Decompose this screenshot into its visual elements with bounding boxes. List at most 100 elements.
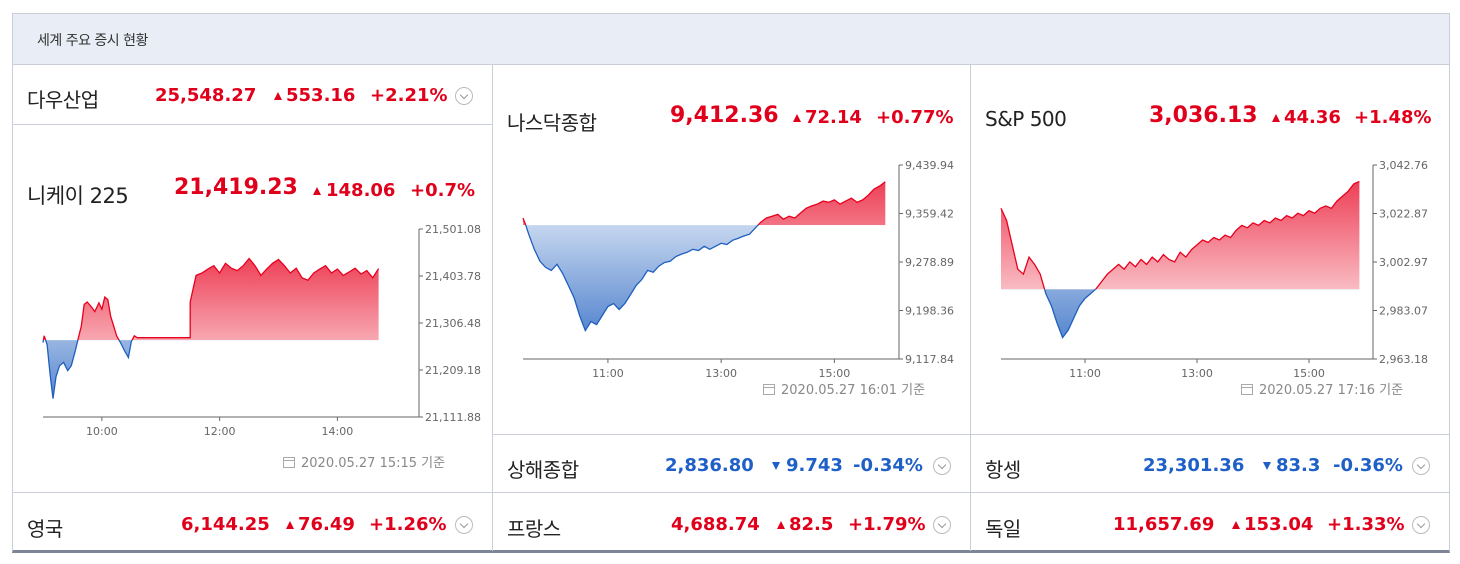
y-tick-label: 21,501.08 xyxy=(425,223,481,236)
x-tick-label: 12:00 xyxy=(204,425,236,438)
price-line-down xyxy=(525,225,759,333)
index-change: 72.14 xyxy=(805,107,862,128)
area-above-baseline xyxy=(43,258,379,341)
y-tick-label: 9,439.94 xyxy=(905,159,954,172)
x-tick-label: 15:00 xyxy=(819,367,851,380)
widget-title: 세계 주요 증시 현황 xyxy=(37,33,148,49)
index-change: 76.49 xyxy=(298,514,355,535)
up-arrow-icon xyxy=(313,187,321,195)
x-tick-label: 11:00 xyxy=(1069,367,1101,380)
x-tick-label: 11:00 xyxy=(592,367,624,380)
index-row-dow[interactable]: 다우산업 25,548.27 553.16 +2.21% xyxy=(13,65,492,125)
index-name: 독일 xyxy=(985,517,1021,541)
y-tick-label: 21,111.88 xyxy=(425,411,481,424)
up-arrow-icon xyxy=(1232,521,1240,529)
index-percent: +0.77% xyxy=(876,107,954,128)
y-tick-label: 9,278.89 xyxy=(905,256,954,269)
index-price: 11,657.69 xyxy=(1113,514,1215,535)
index-change: 82.5 xyxy=(789,514,834,535)
index-card-nikkei[interactable]: 니케이 225 21,419.23 148.06 +0.7% 21,501.08… xyxy=(13,125,492,491)
index-change: 9.743 xyxy=(786,455,843,476)
up-arrow-icon xyxy=(793,114,801,122)
index-card-sp500[interactable]: S&P 500 3,036.13 44.36 +1.48% 3,042.76 3,… xyxy=(971,65,1449,434)
up-arrow-icon xyxy=(286,521,294,529)
intraday-chart-nikkei: 21,501.08 21,403.78 21,306.48 21,209.18 21,1… xyxy=(42,223,481,438)
index-name: 상해종합 xyxy=(507,458,579,482)
x-tick-label: 13:00 xyxy=(1181,367,1213,380)
chevron-down-icon[interactable] xyxy=(933,457,951,475)
timestamp-suffix: 기준 xyxy=(421,456,446,471)
index-change: 153.04 xyxy=(1244,514,1314,535)
down-arrow-icon xyxy=(772,462,780,470)
intraday-chart-nasdaq: 9,439.94 9,359.42 9,278.89 9,198.36 9,117.84… xyxy=(522,159,954,380)
column-divider xyxy=(492,65,493,551)
chevron-down-icon[interactable] xyxy=(455,516,473,534)
index-change: 44.36 xyxy=(1284,107,1341,128)
index-row-shanghai[interactable]: 상해종합 2,836.80 9.743 -0.34% xyxy=(493,434,970,492)
index-percent: +0.7% xyxy=(410,180,476,201)
index-percent: +1.79% xyxy=(848,514,926,535)
index-name: 니케이 225 xyxy=(27,184,129,208)
chevron-down-icon[interactable] xyxy=(933,516,951,534)
index-percent: -0.34% xyxy=(853,455,923,476)
index-percent: +1.48% xyxy=(1354,107,1432,128)
chevron-down-icon[interactable] xyxy=(1412,457,1430,475)
index-price: 9,412.36 xyxy=(670,103,779,128)
chart-timestamp: 2020.05.27 15:15 기준 xyxy=(283,452,445,471)
index-change: 148.06 xyxy=(326,180,396,201)
y-tick-label: 2,963.18 xyxy=(1379,353,1428,366)
index-price: 23,301.36 xyxy=(1143,455,1245,476)
index-price: 4,688.74 xyxy=(671,514,760,535)
index-name: 나스닥종합 xyxy=(507,111,597,135)
index-change: 83.3 xyxy=(1276,455,1321,476)
timestamp-value: 2020.05.27 16:01 xyxy=(781,383,898,398)
y-tick-label: 21,306.48 xyxy=(425,317,481,330)
index-percent: +1.33% xyxy=(1327,514,1405,535)
calendar-icon xyxy=(763,384,775,395)
intraday-chart-sp500: 3,042.76 3,022.87 3,002.97 2,983.07 2,963.18… xyxy=(1000,159,1428,380)
index-percent: -0.36% xyxy=(1333,455,1403,476)
area-above-baseline xyxy=(1001,181,1360,290)
x-tick-label: 10:00 xyxy=(86,425,118,438)
y-tick-label: 3,022.87 xyxy=(1379,208,1428,221)
index-change: 553.16 xyxy=(286,85,356,106)
timestamp-suffix: 기준 xyxy=(901,383,926,398)
up-arrow-icon xyxy=(274,92,282,100)
index-price: 2,836.80 xyxy=(665,455,754,476)
up-arrow-icon xyxy=(777,521,785,529)
index-row-hangseng[interactable]: 항셍 23,301.36 83.3 -0.36% xyxy=(971,434,1449,492)
y-tick-label: 9,117.84 xyxy=(905,353,954,366)
index-name: 영국 xyxy=(27,517,63,541)
chevron-down-icon[interactable] xyxy=(455,87,473,105)
index-name: 프랑스 xyxy=(507,517,561,541)
index-row-germany[interactable]: 독일 11,657.69 153.04 +1.33% xyxy=(971,492,1449,551)
price-line-up xyxy=(42,257,380,341)
x-tick-label: 13:00 xyxy=(705,367,737,380)
index-card-nasdaq[interactable]: 나스닥종합 9,412.36 72.14 +0.77% 9,439.94 9,35… xyxy=(493,65,970,434)
index-name: 다우산업 xyxy=(27,88,99,112)
chart-timestamp: 2020.05.27 17:16 기준 xyxy=(1241,379,1403,398)
index-price: 3,036.13 xyxy=(1149,103,1258,128)
chevron-down-icon[interactable] xyxy=(1412,516,1430,534)
index-percent: +2.21% xyxy=(370,85,448,106)
y-tick-label: 21,403.78 xyxy=(425,270,481,283)
chart-timestamp: 2020.05.27 16:01 기준 xyxy=(763,379,925,398)
index-price: 21,419.23 xyxy=(174,175,298,200)
y-tick-label: 3,042.76 xyxy=(1379,159,1428,172)
calendar-icon xyxy=(1241,384,1253,395)
index-price: 25,548.27 xyxy=(155,85,257,106)
price-line-up xyxy=(1000,180,1360,290)
world-stock-widget: 세계 주요 증시 현황 다우산업 25,548.27 553.16 +2.21%… xyxy=(12,13,1450,553)
index-name: 항셍 xyxy=(985,458,1021,482)
timestamp-suffix: 기준 xyxy=(1379,383,1404,398)
area-above-baseline xyxy=(523,181,886,226)
price-line-up xyxy=(522,181,886,226)
up-arrow-icon xyxy=(1272,114,1280,122)
x-tick-label: 15:00 xyxy=(1293,367,1325,380)
widget-header: 세계 주요 증시 현황 xyxy=(13,14,1449,65)
x-tick-label: 14:00 xyxy=(322,425,354,438)
index-row-uk[interactable]: 영국 6,144.25 76.49 +1.26% xyxy=(13,492,492,551)
down-arrow-icon xyxy=(1263,462,1271,470)
y-tick-label: 9,359.42 xyxy=(905,208,954,221)
index-row-france[interactable]: 프랑스 4,688.74 82.5 +1.79% xyxy=(493,492,970,551)
